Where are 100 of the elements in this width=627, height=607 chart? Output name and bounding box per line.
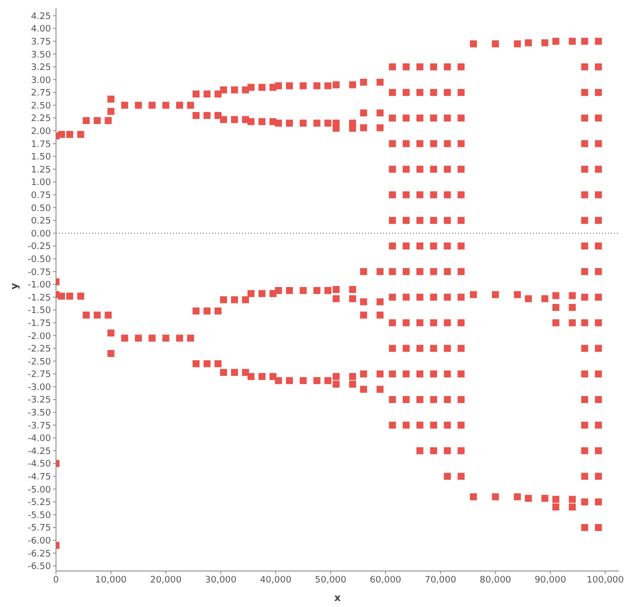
point (416, 88, 424, 96)
x-tick-label: 70,000 (424, 575, 457, 586)
point (444, 472, 451, 480)
point (514, 493, 521, 500)
y-tick-label: -5.25 (28, 498, 51, 508)
point (376, 386, 384, 393)
point (388, 216, 396, 224)
point (594, 268, 602, 276)
point (416, 370, 424, 378)
point (594, 216, 602, 224)
point (430, 63, 438, 70)
y-tick-label: 2.75 (30, 88, 51, 99)
point (388, 140, 396, 148)
x-tick-label: 90,000 (534, 575, 566, 586)
point (458, 114, 465, 122)
point (581, 114, 588, 122)
point (360, 312, 368, 319)
point (388, 319, 396, 326)
point (594, 344, 602, 352)
point (581, 63, 588, 70)
point (220, 368, 228, 376)
point (568, 304, 576, 311)
point (204, 112, 211, 119)
point (134, 334, 142, 342)
point (107, 108, 114, 115)
point (458, 191, 465, 198)
point (444, 344, 451, 352)
point (286, 287, 293, 294)
point (274, 120, 282, 127)
point (470, 493, 477, 500)
point (402, 319, 410, 326)
point (274, 377, 282, 384)
point (444, 422, 451, 429)
point (192, 90, 200, 98)
x-tick-label: 100,000 (586, 575, 624, 586)
point (247, 373, 254, 380)
point (376, 109, 384, 116)
point (360, 298, 368, 306)
point (388, 268, 396, 276)
point (82, 312, 90, 319)
point (552, 496, 560, 503)
point (458, 396, 465, 404)
point (324, 120, 332, 127)
point (66, 130, 74, 138)
point (332, 380, 340, 388)
point (581, 294, 588, 301)
point (568, 319, 576, 326)
point (524, 295, 532, 302)
y-tick-label: -3.25 (28, 396, 51, 406)
point (430, 319, 438, 326)
point (82, 117, 90, 124)
point (231, 368, 238, 376)
point (258, 84, 266, 91)
point (192, 112, 200, 119)
point (552, 292, 560, 300)
point (430, 140, 438, 148)
x-tick-label: 40,000 (260, 575, 292, 586)
point (568, 292, 576, 300)
y-tick-label: -6.50 (28, 562, 52, 572)
y-tick-label: 1.25 (30, 165, 51, 176)
y-tick-label: 4.00 (30, 24, 52, 35)
point (541, 494, 548, 502)
point (430, 114, 438, 122)
point (581, 498, 588, 506)
point (416, 191, 424, 198)
point (581, 242, 588, 250)
point (416, 140, 424, 148)
point (388, 294, 396, 301)
point (349, 124, 356, 132)
point (107, 330, 114, 337)
point (444, 166, 451, 173)
point (581, 191, 588, 198)
point (594, 114, 602, 122)
point (376, 124, 384, 132)
point (300, 82, 307, 90)
point (416, 447, 424, 454)
y-tick-label: 2.50 (30, 101, 52, 112)
y-tick-label: 0.75 (30, 191, 51, 202)
point (430, 191, 438, 198)
point (581, 319, 588, 326)
y-tick-label: -1.00 (28, 280, 52, 291)
point (148, 102, 156, 109)
point (568, 504, 576, 511)
point (581, 140, 588, 148)
y-tick-label: 2.00 (30, 127, 52, 138)
point (470, 40, 477, 48)
y-axis-title: y (10, 282, 21, 290)
y-tick-label: -2.50 (28, 357, 52, 368)
y-tick-label: -5.50 (28, 510, 52, 521)
point (402, 422, 410, 429)
x-tick-label: 30,000 (205, 575, 237, 586)
point (220, 86, 228, 94)
point (204, 360, 211, 368)
point (492, 40, 499, 48)
point (274, 287, 282, 294)
point (66, 292, 74, 300)
point (430, 344, 438, 352)
point (402, 216, 410, 224)
point (444, 63, 451, 70)
point (388, 191, 396, 198)
